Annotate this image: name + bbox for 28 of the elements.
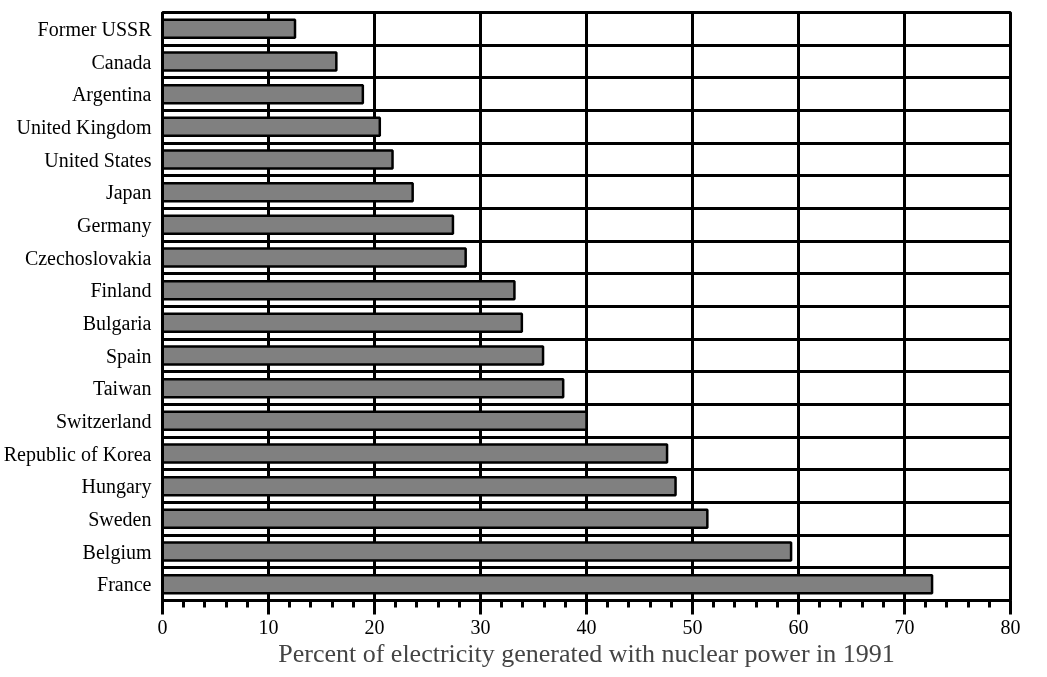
x-tick-label: 40 bbox=[576, 615, 597, 638]
y-tick-label: Germany bbox=[77, 213, 152, 237]
y-tick-label: Spain bbox=[105, 344, 152, 368]
y-tick-label: Argentina bbox=[71, 83, 152, 107]
x-tick-label: 60 bbox=[788, 615, 809, 638]
x-tick-label: 50 bbox=[682, 615, 703, 638]
y-tick-label: Canada bbox=[91, 50, 152, 73]
y-tick-label: Czechoslovakia bbox=[24, 246, 152, 269]
y-tick-label: Taiwan bbox=[92, 377, 152, 400]
x-tick-label: 10 bbox=[258, 615, 279, 638]
y-tick-label: Hungary bbox=[81, 475, 152, 499]
x-axis-title: Percent of electricity generated with nuclear power in 1991 bbox=[278, 638, 895, 668]
x-tick-label: 0 bbox=[157, 615, 168, 638]
y-tick-label: Switzerland bbox=[55, 409, 152, 432]
x-tick-label: 80 bbox=[1000, 615, 1021, 638]
y-tick-label: Republic of Korea bbox=[3, 442, 152, 466]
y-tick-label: Japan bbox=[105, 181, 152, 205]
y-tick-label: Bulgaria bbox=[82, 311, 152, 335]
x-tick-label: 20 bbox=[364, 615, 385, 638]
y-tick-label: United Kingdom bbox=[16, 115, 152, 139]
y-tick-label: Belgium bbox=[82, 540, 152, 564]
y-tick-label: United States bbox=[44, 148, 152, 171]
y-tick-label: France bbox=[97, 573, 152, 596]
x-tick-label: 30 bbox=[470, 615, 491, 638]
y-tick-label: Finland bbox=[90, 279, 152, 302]
y-tick-label: Former USSR bbox=[37, 17, 153, 40]
y-tick-label: Sweden bbox=[88, 507, 152, 530]
x-tick-label: 70 bbox=[894, 615, 915, 638]
